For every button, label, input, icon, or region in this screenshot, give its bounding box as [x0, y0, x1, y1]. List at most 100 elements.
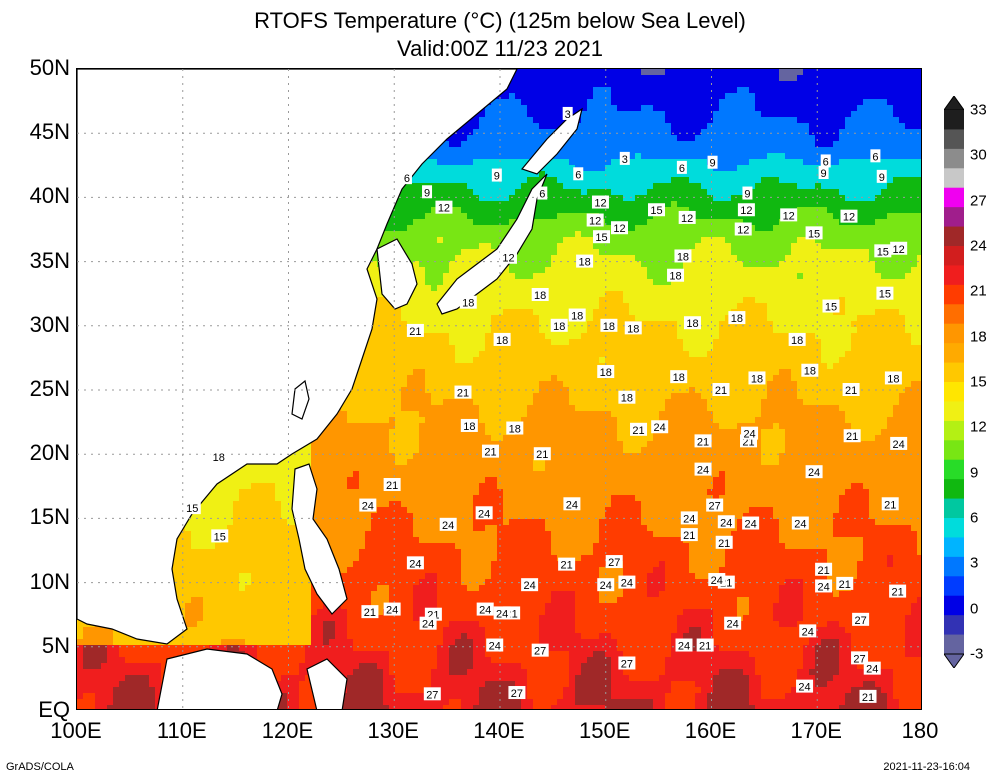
temperature-cell	[881, 201, 887, 207]
temperature-cell	[803, 171, 809, 177]
temperature-cell	[581, 141, 587, 147]
temperature-cell	[821, 255, 827, 261]
temperature-cell	[719, 267, 725, 273]
temperature-cell	[653, 219, 659, 225]
temperature-cell	[809, 69, 815, 75]
temperature-cell	[821, 117, 827, 123]
temperature-cell	[641, 129, 647, 135]
temperature-cell	[857, 225, 863, 231]
temperature-cell	[803, 159, 809, 165]
temperature-cell	[671, 165, 677, 171]
temperature-cell	[623, 237, 629, 243]
temperature-cell	[671, 261, 677, 267]
temperature-cell	[575, 87, 581, 93]
temperature-cell	[725, 195, 731, 201]
temperature-cell	[539, 261, 545, 267]
temperature-cell	[503, 141, 509, 147]
temperature-cell	[461, 261, 467, 267]
temperature-cell	[701, 249, 707, 255]
temperature-cell	[599, 171, 605, 177]
temperature-cell	[443, 171, 449, 177]
temperature-cell	[821, 249, 827, 255]
temperature-cell	[575, 129, 581, 135]
temperature-cell	[611, 93, 617, 99]
temperature-cell	[515, 189, 521, 195]
temperature-cell	[449, 255, 455, 261]
temperature-cell	[617, 213, 623, 219]
temperature-cell	[647, 237, 653, 243]
temperature-cell	[581, 195, 587, 201]
temperature-cell	[629, 267, 635, 273]
temperature-cell	[707, 219, 713, 225]
temperature-cell	[551, 165, 557, 171]
temperature-cell	[635, 219, 641, 225]
temperature-cell	[803, 249, 809, 255]
temperature-cell	[845, 261, 851, 267]
temperature-cell	[509, 213, 515, 219]
temperature-cell	[605, 255, 611, 261]
temperature-cell	[905, 159, 911, 165]
temperature-cell	[893, 117, 899, 123]
temperature-cell	[875, 189, 881, 195]
temperature-cell	[647, 249, 653, 255]
temperature-cell	[857, 261, 863, 267]
temperature-cell	[485, 201, 491, 207]
temperature-cell	[509, 165, 515, 171]
temperature-cell	[749, 87, 755, 93]
temperature-cell	[533, 267, 539, 273]
temperature-cell	[509, 123, 515, 129]
temperature-cell	[779, 141, 785, 147]
temperature-cell	[755, 117, 761, 123]
temperature-cell	[857, 267, 863, 273]
temperature-cell	[893, 171, 899, 177]
temperature-cell	[905, 111, 911, 117]
temperature-cell	[863, 75, 869, 81]
temperature-cell	[425, 267, 431, 273]
temperature-cell	[671, 117, 677, 123]
temperature-cell	[671, 153, 677, 159]
temperature-cell	[581, 93, 587, 99]
temperature-cell	[899, 135, 905, 141]
temperature-cell	[761, 195, 767, 201]
temperature-cell	[875, 183, 881, 189]
temperature-cell	[881, 255, 887, 261]
temperature-cell	[593, 183, 599, 189]
temperature-cell	[515, 117, 521, 123]
temperature-cell	[575, 81, 581, 87]
temperature-cell	[527, 117, 533, 123]
temperature-cell	[821, 219, 827, 225]
temperature-cell	[647, 273, 653, 279]
temperature-cell	[869, 261, 875, 267]
temperature-cell	[911, 201, 917, 207]
temperature-cell	[635, 225, 641, 231]
temperature-cell	[539, 225, 545, 231]
temperature-cell	[695, 141, 701, 147]
temperature-cell	[545, 117, 551, 123]
temperature-cell	[785, 81, 791, 87]
temperature-cell	[851, 231, 857, 237]
temperature-cell	[701, 117, 707, 123]
temperature-cell	[905, 147, 911, 153]
temperature-cell	[809, 249, 815, 255]
temperature-cell	[533, 117, 539, 123]
temperature-cell	[701, 93, 707, 99]
temperature-cell	[791, 219, 797, 225]
temperature-cell	[455, 129, 461, 135]
temperature-cell	[875, 135, 881, 141]
temperature-cell	[563, 87, 569, 93]
temperature-cell	[509, 189, 515, 195]
temperature-cell	[689, 129, 695, 135]
temperature-cell	[623, 111, 629, 117]
temperature-cell	[755, 135, 761, 141]
temperature-cell	[911, 111, 917, 117]
temperature-cell	[629, 231, 635, 237]
temperature-cell	[797, 183, 803, 189]
temperature-cell	[641, 189, 647, 195]
temperature-cell	[683, 267, 689, 273]
temperature-cell	[749, 225, 755, 231]
temperature-cell	[437, 195, 443, 201]
temperature-cell	[833, 141, 839, 147]
temperature-cell	[485, 207, 491, 213]
temperature-cell	[629, 123, 635, 129]
temperature-cell	[809, 219, 815, 225]
